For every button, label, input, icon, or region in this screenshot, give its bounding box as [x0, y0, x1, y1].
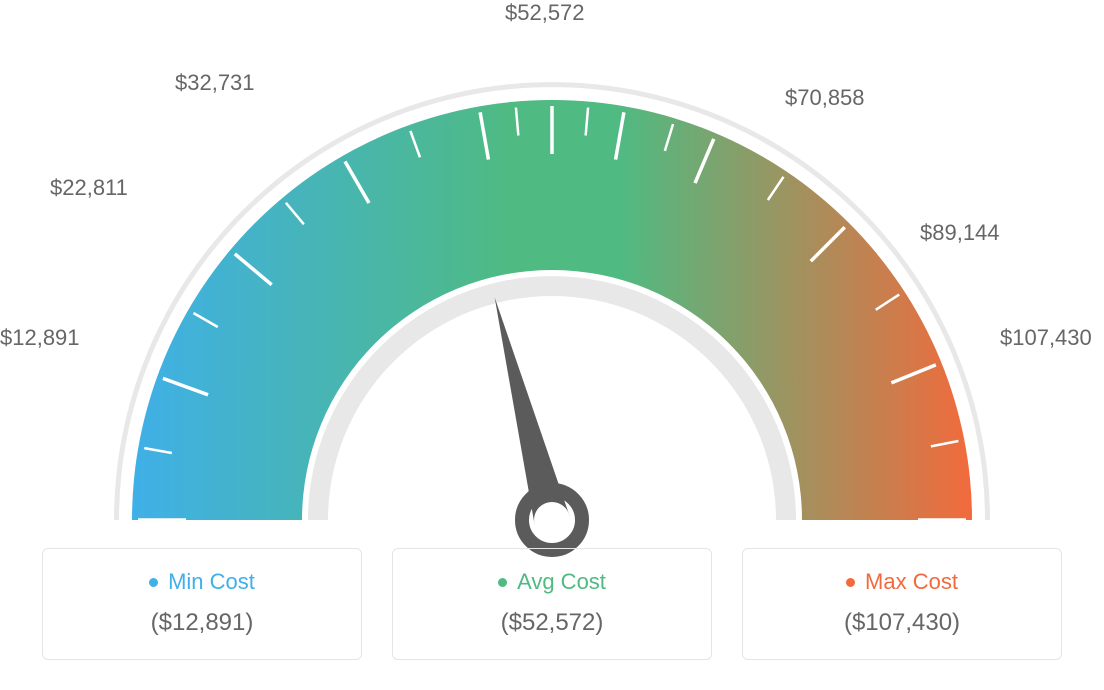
gauge-scale-label: $12,891: [0, 325, 80, 351]
legend-value-avg: ($52,572): [411, 609, 693, 637]
legend-title-min: Min Cost: [149, 569, 255, 595]
dot-icon: [498, 578, 507, 587]
gauge-scale-label: $22,811: [50, 175, 128, 201]
dot-icon: [149, 578, 158, 587]
legend-card-avg: Avg Cost ($52,572): [392, 548, 712, 660]
dot-icon: [846, 578, 855, 587]
gauge-chart: [102, 20, 1002, 570]
legend-label: Avg Cost: [517, 569, 606, 595]
legend-value-min: ($12,891): [61, 609, 343, 637]
legend-title-avg: Avg Cost: [498, 569, 606, 595]
gauge-scale-label: $70,858: [785, 85, 865, 111]
gauge-svg: [102, 20, 1002, 570]
legend-row: Min Cost ($12,891) Avg Cost ($52,572) Ma…: [0, 548, 1104, 660]
gauge-scale-label: $89,144: [920, 220, 1000, 246]
gauge-scale-label: $52,572: [505, 0, 585, 26]
legend-card-max: Max Cost ($107,430): [742, 548, 1062, 660]
legend-title-max: Max Cost: [846, 569, 958, 595]
legend-label: Max Cost: [865, 569, 958, 595]
gauge-scale-label: $32,731: [175, 70, 255, 96]
legend-label: Min Cost: [168, 569, 255, 595]
gauge-scale-label: $107,430: [1000, 325, 1092, 351]
legend-card-min: Min Cost ($12,891): [42, 548, 362, 660]
legend-value-max: ($107,430): [761, 609, 1043, 637]
